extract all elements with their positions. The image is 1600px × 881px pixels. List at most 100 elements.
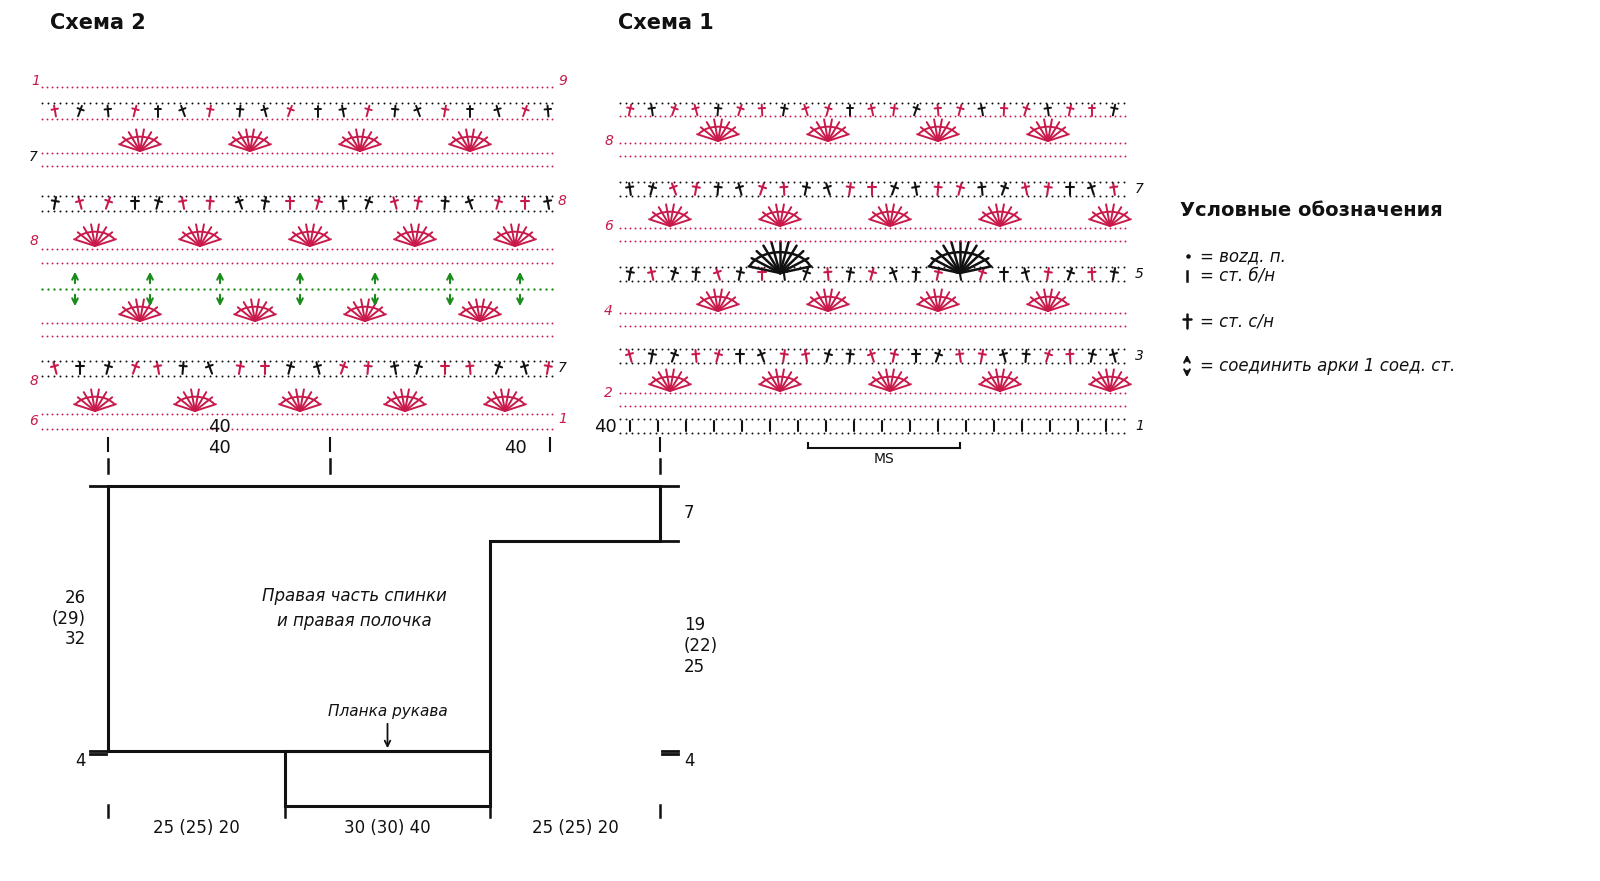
Point bbox=[682, 149, 707, 163]
Point bbox=[1046, 306, 1072, 320]
Point bbox=[907, 136, 933, 150]
Point bbox=[829, 412, 854, 426]
Point bbox=[269, 316, 294, 330]
Point bbox=[1053, 221, 1078, 235]
Point bbox=[890, 175, 915, 189]
Point bbox=[309, 159, 334, 173]
Point bbox=[662, 136, 688, 150]
Point bbox=[414, 159, 440, 173]
Point bbox=[883, 356, 909, 370]
Point bbox=[829, 426, 854, 440]
Point bbox=[229, 146, 254, 160]
Point bbox=[374, 407, 400, 421]
Point bbox=[461, 96, 486, 110]
Point bbox=[947, 399, 973, 413]
Point bbox=[822, 149, 848, 163]
Point bbox=[434, 80, 459, 94]
Point bbox=[698, 234, 723, 248]
Point bbox=[646, 386, 674, 400]
Point bbox=[474, 369, 499, 383]
Point bbox=[414, 422, 440, 436]
Point bbox=[722, 386, 747, 400]
Point bbox=[661, 412, 686, 426]
Point bbox=[101, 96, 126, 110]
Point bbox=[434, 329, 459, 343]
Point bbox=[45, 256, 70, 270]
Point bbox=[898, 399, 923, 413]
Point bbox=[485, 329, 510, 343]
Point bbox=[1040, 356, 1066, 370]
Point bbox=[64, 159, 90, 173]
Point bbox=[205, 80, 230, 94]
Point bbox=[914, 96, 939, 110]
Point bbox=[1027, 399, 1053, 413]
Point bbox=[405, 242, 430, 256]
Point bbox=[877, 399, 902, 413]
Point bbox=[952, 109, 978, 123]
Point bbox=[848, 221, 874, 235]
Point bbox=[787, 260, 813, 274]
Point bbox=[982, 221, 1008, 235]
Point bbox=[514, 329, 539, 343]
Point bbox=[461, 354, 486, 368]
Point bbox=[1051, 356, 1077, 370]
Point bbox=[933, 109, 958, 123]
Point bbox=[299, 329, 325, 343]
Point bbox=[978, 386, 1003, 400]
Point bbox=[485, 242, 510, 256]
Point bbox=[1037, 306, 1062, 320]
Point bbox=[952, 149, 978, 163]
Point bbox=[842, 274, 867, 288]
Point bbox=[170, 329, 195, 343]
Text: 1: 1 bbox=[1134, 419, 1144, 433]
Point bbox=[394, 112, 419, 126]
Point bbox=[667, 426, 693, 440]
Point bbox=[130, 407, 155, 421]
Point bbox=[1082, 319, 1107, 333]
Point bbox=[752, 274, 778, 288]
Point bbox=[792, 306, 818, 320]
Point bbox=[763, 412, 789, 426]
Point bbox=[632, 386, 658, 400]
Point bbox=[149, 159, 174, 173]
Point bbox=[678, 260, 704, 274]
Point bbox=[480, 80, 506, 94]
Point bbox=[240, 369, 266, 383]
Point bbox=[498, 189, 523, 203]
Point bbox=[608, 386, 634, 400]
Point bbox=[539, 256, 565, 270]
Point bbox=[925, 426, 950, 440]
Point bbox=[384, 96, 410, 110]
Point bbox=[125, 422, 150, 436]
Point bbox=[429, 422, 454, 436]
Text: Схема 1: Схема 1 bbox=[618, 13, 714, 33]
Point bbox=[125, 112, 150, 126]
Point bbox=[886, 149, 912, 163]
Point bbox=[618, 221, 643, 235]
Point bbox=[64, 112, 90, 126]
Point bbox=[902, 386, 928, 400]
Point bbox=[818, 426, 843, 440]
Point bbox=[469, 80, 494, 94]
Point bbox=[886, 319, 912, 333]
Point bbox=[955, 96, 981, 110]
Point bbox=[69, 316, 94, 330]
Point bbox=[1062, 412, 1088, 426]
Point bbox=[186, 96, 211, 110]
Point bbox=[438, 112, 466, 126]
Point bbox=[733, 175, 758, 189]
Point bbox=[667, 260, 693, 274]
Point bbox=[258, 96, 283, 110]
Point bbox=[155, 282, 181, 296]
Point bbox=[109, 80, 134, 94]
Point bbox=[221, 204, 246, 218]
Point bbox=[712, 399, 738, 413]
Point bbox=[938, 399, 963, 413]
Point bbox=[1082, 306, 1107, 320]
Point bbox=[661, 175, 686, 189]
Point bbox=[240, 189, 266, 203]
Point bbox=[445, 422, 470, 436]
Point bbox=[70, 354, 96, 368]
Point bbox=[80, 80, 106, 94]
Point bbox=[802, 234, 827, 248]
